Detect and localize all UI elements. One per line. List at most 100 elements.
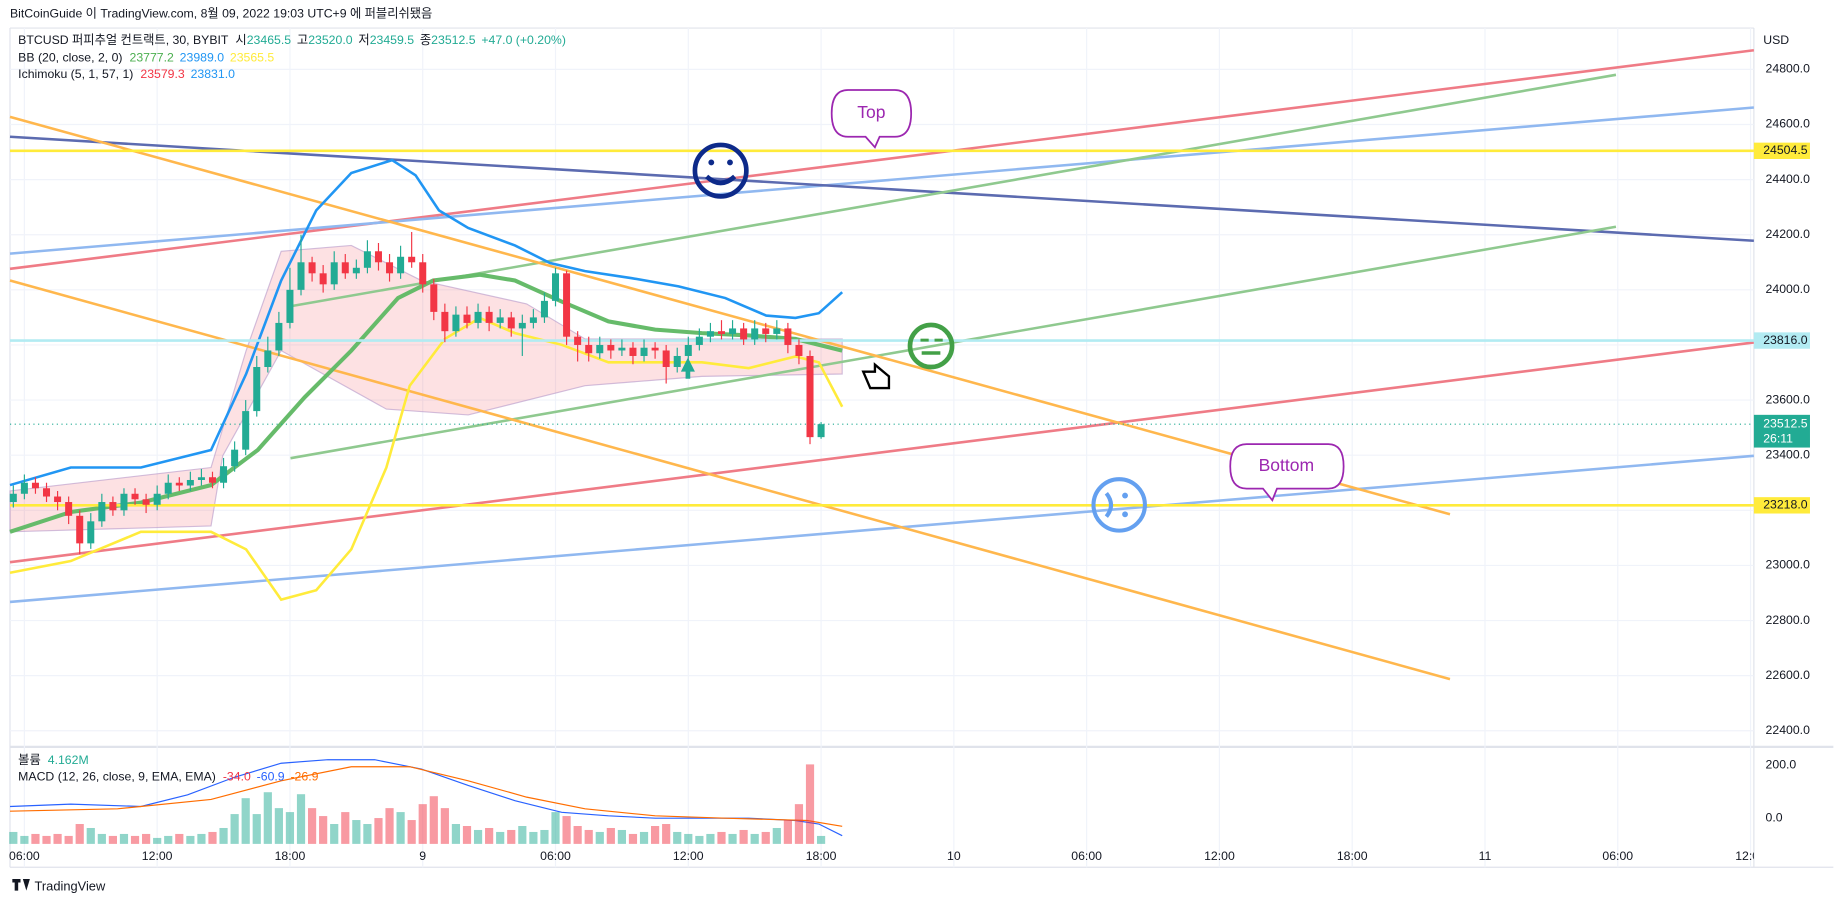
candle-body [784, 328, 792, 345]
x-tick-label: 18:00 [1337, 849, 1368, 863]
level-label: 24504.5 [1763, 143, 1808, 157]
volume-bar [97, 833, 106, 844]
volume-bar [761, 831, 770, 844]
volume-bar [319, 816, 328, 844]
legend-text: 23512.5 [431, 33, 476, 47]
legend-text: BTCUSD 퍼피추얼 컨트랙트, 30, BYBIT [18, 33, 229, 47]
candle-body [640, 347, 648, 356]
volume [9, 764, 826, 844]
volume-bar [119, 833, 129, 844]
volume-bar [496, 831, 505, 844]
candle-body [806, 355, 814, 438]
volume-bar [208, 831, 217, 844]
candle-body [662, 350, 670, 368]
overlays [9, 48, 1755, 681]
volume-bar [617, 829, 626, 844]
volume-bar [518, 826, 527, 844]
candle-body [751, 328, 759, 340]
volume-bar [739, 829, 748, 844]
volume-bar [330, 824, 339, 844]
candle-body [131, 493, 139, 500]
candle-body [540, 300, 548, 318]
y-tick-label: 22600.0 [1766, 668, 1811, 682]
smiley-neutral [907, 322, 955, 370]
candle-body [762, 328, 770, 334]
volume-bar [783, 820, 792, 844]
candle-body [43, 488, 51, 497]
arrow-icon [680, 357, 695, 379]
volume-bar [717, 831, 726, 844]
volume-bar [175, 833, 184, 844]
candle-body [109, 502, 117, 511]
candle-body [574, 336, 582, 345]
candle-body [98, 502, 106, 522]
volume-bar [20, 835, 29, 844]
legend: BTCUSD 퍼피추얼 컨트랙트, 30, BYBIT 시 23465.5 고 2352… [18, 33, 566, 783]
candle-body [618, 347, 626, 351]
candle-body [585, 344, 593, 354]
legend-text: 23459.5 [370, 33, 415, 47]
candle-body [76, 515, 84, 544]
volume-bar [9, 831, 18, 844]
candle-body [507, 317, 515, 329]
price-axis: 24800.024600.024400.024200.024000.023800… [1753, 62, 1811, 824]
trend-line [9, 115, 1451, 516]
legend-text: -26.9 [290, 769, 318, 783]
volume-bar [673, 831, 682, 844]
candle-body [31, 482, 39, 489]
volume-bar [816, 835, 826, 844]
candle-body [651, 347, 659, 351]
volume-bar [805, 764, 815, 844]
volume-bar [374, 818, 383, 844]
trend-line [9, 48, 1755, 271]
x-tick-label: 06:00 [540, 849, 571, 863]
x-tick-label: 10 [947, 849, 961, 863]
candle-body [352, 267, 360, 274]
macd-lines [9, 759, 843, 837]
x-tick-label: 9 [419, 849, 426, 863]
candle-body [463, 314, 471, 323]
footer: TradingView [35, 879, 106, 894]
ichimoku-cloud [9, 244, 843, 533]
candle-body [208, 477, 216, 483]
macd-tick-label: 200.0 [1766, 758, 1797, 772]
volume-bar [695, 835, 704, 844]
x-tick-label: 06:00 [9, 849, 40, 863]
volume-bar [584, 829, 593, 844]
x-tick-label: 12:00 [1204, 849, 1235, 863]
candle-body [275, 322, 283, 351]
level-label: 23816.0 [1763, 333, 1808, 347]
candle-body [408, 256, 416, 263]
legend-text: 저 [358, 33, 369, 47]
macd-tick-label: 0.0 [1766, 810, 1783, 824]
candle-body [706, 331, 714, 337]
legend-text: +47.0 (+0.20%) [481, 33, 566, 47]
candle-body [474, 311, 482, 323]
volume-bar [142, 833, 151, 844]
levels [10, 149, 1754, 507]
volume-bar [396, 812, 405, 844]
candle-body [330, 262, 338, 285]
candle-body [142, 499, 150, 505]
candle-body [529, 317, 537, 323]
volume-bar [706, 833, 715, 844]
candle-body [186, 479, 194, 486]
legend-text: 23831.0 [191, 67, 236, 81]
volume-bar [230, 814, 239, 844]
candle-body [563, 273, 571, 337]
countdown: 26:11 [1763, 432, 1793, 446]
candle-body [673, 355, 681, 368]
candle-body [773, 328, 781, 334]
candle-body [242, 411, 250, 450]
volume-bar [540, 829, 549, 844]
annotation: Bottom [1259, 455, 1315, 475]
candle-body [120, 493, 128, 511]
candles [9, 231, 825, 555]
volume-bar [606, 827, 615, 844]
volume-bar [75, 824, 84, 844]
volume-bar [186, 835, 195, 844]
volume-bar [164, 835, 173, 844]
trend-line [9, 454, 1754, 604]
candle-body [164, 482, 172, 494]
publisher: BitCoinGuide 이 TradingView.com, 8월 09, 2… [10, 6, 432, 20]
